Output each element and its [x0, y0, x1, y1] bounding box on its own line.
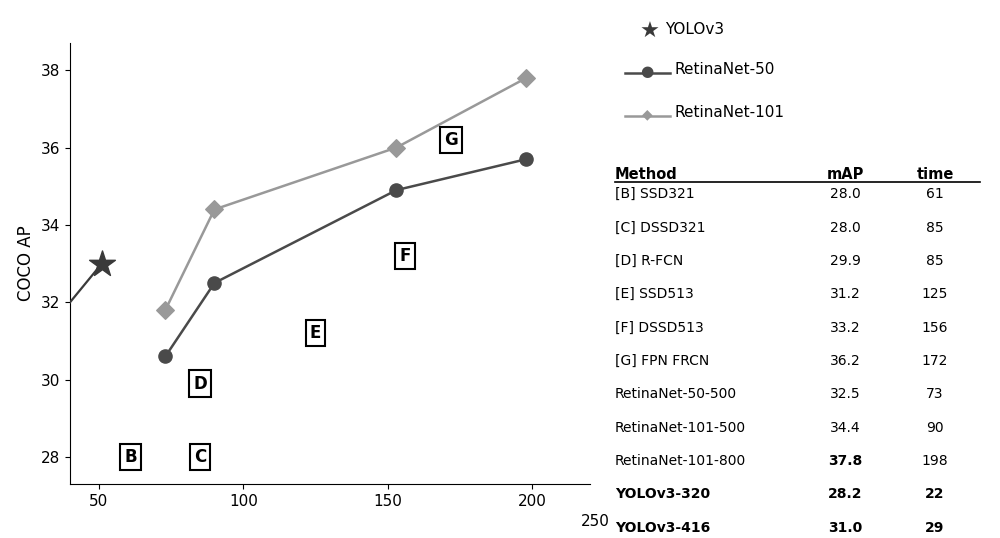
- Text: 85: 85: [926, 254, 944, 268]
- Text: RetinaNet-101-800: RetinaNet-101-800: [615, 454, 746, 468]
- Text: [F] DSSD513: [F] DSSD513: [615, 321, 704, 335]
- Point: [388, 143, 404, 152]
- Text: Method: Method: [615, 167, 678, 182]
- Text: 32.5: 32.5: [830, 387, 860, 401]
- Text: F: F: [399, 247, 411, 265]
- Text: ●: ●: [640, 64, 654, 79]
- Text: [B] SSD321: [B] SSD321: [615, 187, 695, 201]
- Text: G: G: [444, 131, 458, 149]
- Point: [30, 337, 46, 345]
- Text: 90: 90: [926, 421, 944, 435]
- Text: 85: 85: [926, 221, 944, 235]
- Text: mAP: mAP: [826, 167, 864, 182]
- Point: [206, 205, 222, 214]
- Y-axis label: COCO AP: COCO AP: [17, 226, 35, 301]
- Text: 33.2: 33.2: [830, 321, 860, 335]
- Text: 61: 61: [926, 187, 944, 201]
- Text: 125: 125: [922, 287, 948, 301]
- Text: 156: 156: [922, 321, 948, 335]
- Text: ★: ★: [640, 22, 660, 41]
- Text: RetinaNet-50-500: RetinaNet-50-500: [615, 387, 737, 401]
- Text: 250: 250: [581, 514, 609, 529]
- Text: 28.0: 28.0: [830, 221, 860, 235]
- Text: YOLOv3-416: YOLOv3-416: [615, 521, 710, 535]
- Text: 28.0: 28.0: [830, 187, 860, 201]
- Text: E: E: [310, 324, 321, 342]
- Text: [G] FPN FRCN: [G] FPN FRCN: [615, 354, 709, 368]
- Text: 31.2: 31.2: [830, 287, 860, 301]
- Text: 29.9: 29.9: [830, 254, 860, 268]
- Text: B: B: [124, 448, 137, 466]
- Text: 22: 22: [925, 487, 945, 501]
- Point: [94, 259, 110, 268]
- Text: 34.4: 34.4: [830, 421, 860, 435]
- Text: 36.2: 36.2: [830, 354, 860, 368]
- Text: 172: 172: [922, 354, 948, 368]
- Text: 198: 198: [922, 454, 948, 468]
- Text: YOLOv3-320: YOLOv3-320: [615, 487, 710, 501]
- Point: [206, 279, 222, 287]
- Point: [518, 74, 534, 82]
- Text: time: time: [916, 167, 954, 182]
- Text: ◆: ◆: [642, 108, 652, 122]
- Text: [E] SSD513: [E] SSD513: [615, 287, 694, 301]
- Text: [C] DSSD321: [C] DSSD321: [615, 221, 706, 235]
- Text: RetinaNet-101-500: RetinaNet-101-500: [615, 421, 746, 435]
- Point: [518, 155, 534, 164]
- Point: [157, 306, 173, 314]
- Point: [10, 445, 26, 454]
- Text: YOLOv3: YOLOv3: [665, 22, 724, 37]
- Text: 29: 29: [925, 521, 945, 535]
- Text: [D] R-FCN: [D] R-FCN: [615, 254, 683, 268]
- Text: C: C: [194, 448, 206, 466]
- Text: D: D: [193, 374, 207, 393]
- Point: [388, 186, 404, 194]
- Point: [157, 352, 173, 361]
- Text: RetinaNet-101: RetinaNet-101: [675, 105, 785, 121]
- Text: RetinaNet-50: RetinaNet-50: [675, 62, 775, 77]
- Text: 28.2: 28.2: [828, 487, 862, 501]
- Text: 31.0: 31.0: [828, 521, 862, 535]
- Text: 37.8: 37.8: [828, 454, 862, 468]
- Text: 73: 73: [926, 387, 944, 401]
